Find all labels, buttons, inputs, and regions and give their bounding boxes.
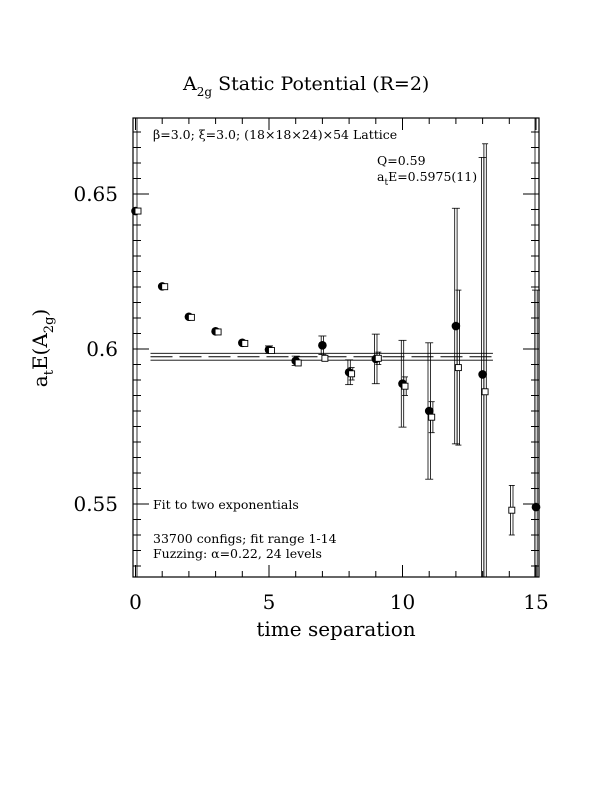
y-axis-label: atE(A2g) <box>28 309 57 387</box>
data-point-square <box>454 364 462 372</box>
plot-frame <box>132 117 540 578</box>
y-tick-labels: 0.55 0.6 0.65 <box>73 182 118 516</box>
data-markers <box>131 206 541 514</box>
data-point-circle <box>531 502 541 512</box>
data-point-square <box>481 388 489 396</box>
chart-title: A2g Static Potential (R=2) <box>182 73 429 99</box>
data-point-square <box>294 359 302 367</box>
data-point-square <box>241 339 249 347</box>
y-axis-label-sub1: t <box>42 369 57 375</box>
y-axis-label-mid: E(A <box>28 333 52 370</box>
fit-result-sub: t <box>384 178 388 188</box>
configs-annotation: 33700 configs; fit range 1-14 <box>153 531 337 546</box>
chart-title-main: A <box>182 73 197 95</box>
lattice-annotation: β=3.0; ξ=3.0; (18×18×24)×54 Lattice <box>153 127 397 142</box>
data-point-circle <box>424 406 434 416</box>
fit-result-pre: a <box>377 169 385 184</box>
data-point-square <box>348 370 356 378</box>
data-point-square <box>214 328 222 336</box>
data-point-square <box>401 382 409 390</box>
data-point-square <box>161 283 169 291</box>
data-point-square <box>374 354 382 362</box>
x-tick-label: 5 <box>263 590 276 614</box>
chart-title-subscript: 2g <box>197 85 213 99</box>
x-tick-label: 10 <box>390 590 415 614</box>
x-tick-labels: 0 5 10 15 <box>129 590 549 614</box>
data-point-circle <box>318 340 327 350</box>
data-point-circle <box>451 321 461 331</box>
data-point-square <box>134 207 142 215</box>
fuzzing-annotation: Fuzzing: α=0.22, 24 levels <box>153 546 322 561</box>
y-tick-label: 0.6 <box>86 337 118 361</box>
y-tick-label: 0.55 <box>73 492 118 516</box>
data-point-circle <box>478 370 487 379</box>
chart-title-rest: Static Potential (R=2) <box>212 73 429 95</box>
x-tick-label: 0 <box>129 590 142 614</box>
data-point-square <box>321 354 329 362</box>
data-point-square <box>508 506 516 514</box>
y-tick-label: 0.65 <box>73 182 118 206</box>
q-annotation: Q=0.59 <box>377 153 426 168</box>
x-axis-label: time separation <box>256 617 415 641</box>
fit-method-annotation: Fit to two exponentials <box>153 497 299 512</box>
data-point-square <box>428 413 436 421</box>
fit-result-post: E=0.5975(11) <box>388 169 477 184</box>
fit-result-annotation: atE=0.5975(11) <box>377 169 477 188</box>
y-axis-label-pre: a <box>28 375 52 387</box>
data-point-square <box>187 313 195 321</box>
y-axis-label-post: ) <box>28 309 52 317</box>
x-tick-label: 15 <box>523 590 548 614</box>
y-axis-label-sub2: 2g <box>42 317 57 334</box>
data-point-square <box>268 347 275 354</box>
